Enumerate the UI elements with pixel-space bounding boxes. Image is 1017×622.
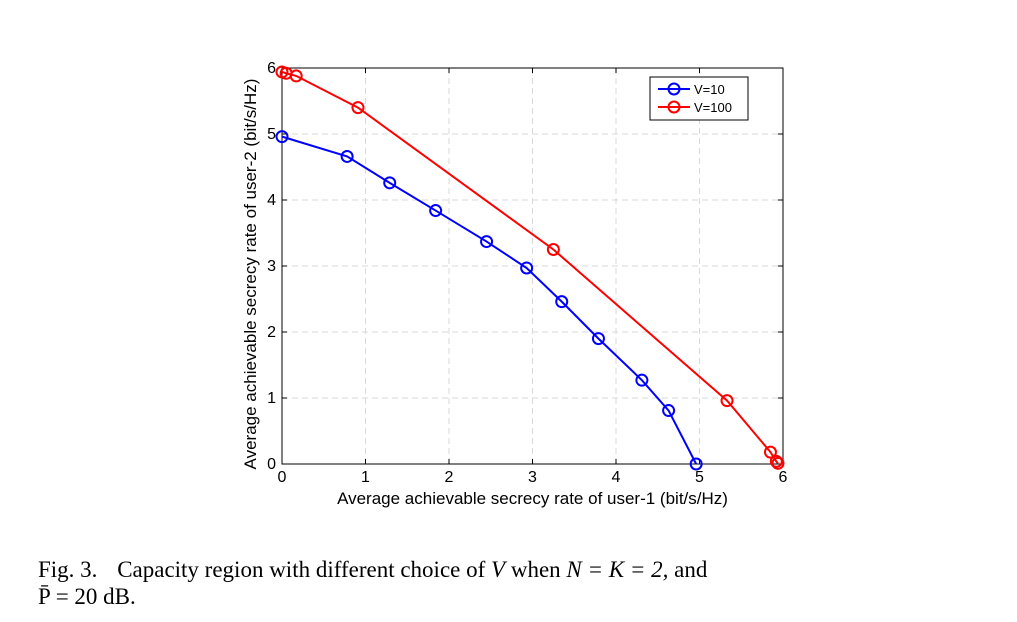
- legend: V=10 V=100: [649, 76, 749, 121]
- legend-label: V=10: [694, 82, 725, 97]
- x-axis-label: Average achievable secrecy rate of user-…: [337, 489, 728, 508]
- caption-text-suffix: and: [674, 557, 708, 582]
- x-tick-label: 4: [612, 469, 621, 486]
- series-line: [281, 135, 698, 465]
- data-point: [546, 243, 560, 256]
- x-tick-label: 2: [445, 469, 454, 486]
- series: [275, 65, 785, 471]
- data-point: [555, 295, 569, 309]
- y-tick-label: 3: [267, 258, 276, 275]
- data-point: [429, 204, 443, 218]
- y-tick-label: 6: [267, 60, 276, 77]
- y-tick-label: 4: [267, 192, 276, 209]
- y-axis-label: Average achievable secrecy rate of user-…: [241, 79, 260, 470]
- legend-label: V=100: [694, 100, 732, 115]
- figure-number: Fig. 3.: [38, 557, 98, 582]
- caption-line-1: Fig. 3. Capacity region with different c…: [38, 556, 988, 583]
- data-point: [720, 394, 734, 408]
- legend-item: V=10: [658, 82, 725, 97]
- y-tick-label: 0: [267, 456, 276, 473]
- caption-line-2: P̄ = 20 dB.: [38, 583, 988, 610]
- series-2: [275, 65, 785, 470]
- data-point: [769, 454, 783, 468]
- x-tick-label: 6: [779, 469, 788, 486]
- series-1: [275, 130, 703, 471]
- y-tick-label: 1: [267, 390, 276, 407]
- data-point: [383, 176, 397, 190]
- data-point: [689, 457, 703, 471]
- y-tick-label: 2: [267, 324, 276, 341]
- data-point: [340, 149, 354, 163]
- legend-item: V=100: [658, 100, 732, 115]
- data-point: [351, 101, 365, 115]
- caption-power-value: P̄ = 20 dB.: [38, 584, 136, 609]
- legend-marker: [667, 100, 681, 114]
- data-point: [771, 456, 785, 470]
- data-point: [662, 404, 676, 418]
- data-point: [635, 373, 649, 387]
- caption-symbol-v: V: [491, 557, 506, 582]
- caption-equation: N = K = 2,: [566, 557, 669, 582]
- legend-marker: [667, 82, 681, 96]
- data-point: [480, 235, 494, 249]
- data-point: [520, 261, 534, 275]
- data-point: [289, 69, 303, 83]
- data-point: [591, 332, 605, 346]
- x-tick-label: 0: [278, 469, 287, 486]
- series-line: [281, 71, 779, 464]
- x-tick-label: 1: [361, 469, 370, 486]
- x-tick-label: 3: [528, 469, 537, 486]
- caption-text-middle: when: [510, 557, 561, 582]
- chart: 0 1 2 3 4 5 6 0 1 2 3 4 5 6 V=10 V=100 Average achieva…: [241, 60, 788, 508]
- figure-caption: Fig. 3. Capacity region with different c…: [38, 556, 988, 610]
- data-point: [275, 130, 289, 144]
- legend-box: [649, 76, 749, 121]
- data-point: [763, 445, 777, 459]
- y-tick-label: 5: [267, 126, 276, 143]
- x-tick-label: 5: [695, 469, 704, 486]
- caption-text-prefix: Capacity region with different choice of: [117, 557, 486, 582]
